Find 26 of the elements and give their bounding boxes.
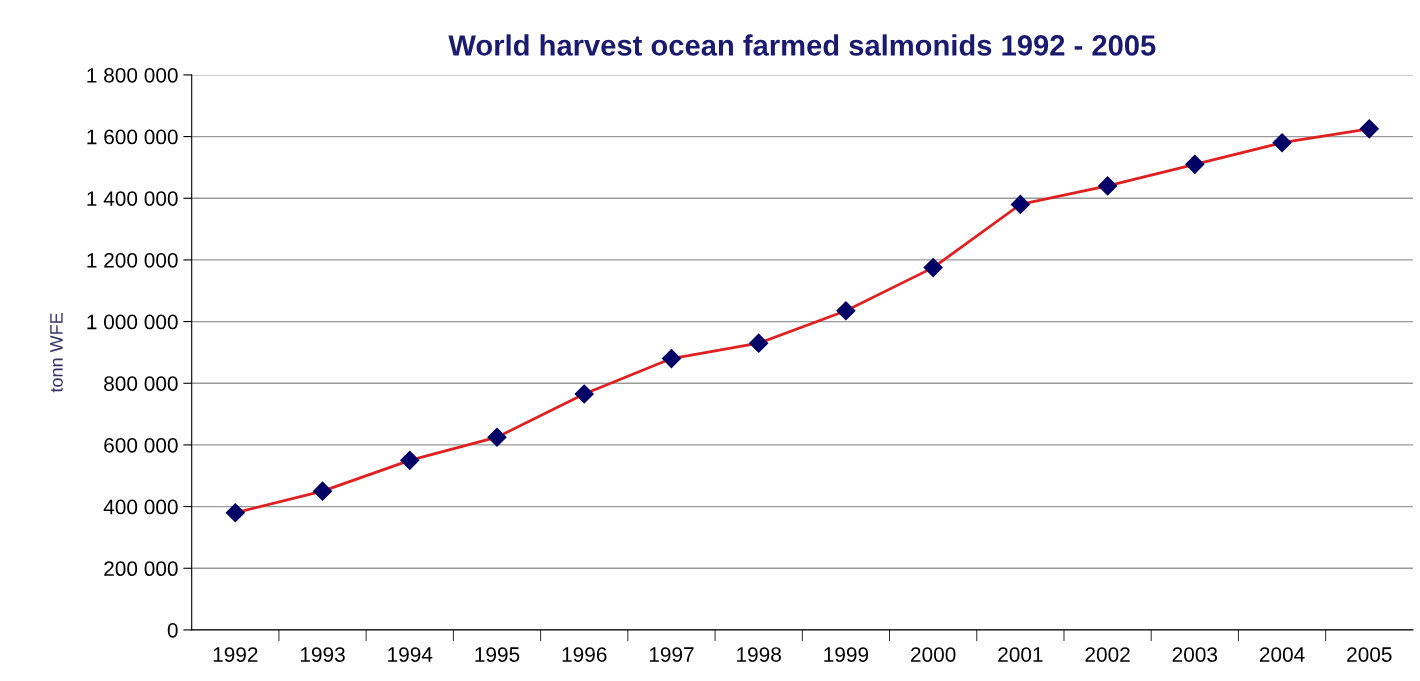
y-tick-label: 200 000 — [104, 561, 178, 577]
x-tick-label: 2004 — [1259, 647, 1305, 662]
y-tick-label: 600 000 — [104, 437, 178, 453]
x-tick-label: 1994 — [388, 647, 433, 662]
y-tick-label: 800 000 — [104, 376, 178, 392]
y-axis-title: tonn WFE — [50, 313, 63, 393]
chart-title: World harvest ocean farmed salmonids 1992 - 2005 — [448, 34, 1156, 56]
x-tick-label: 2003 — [1172, 647, 1218, 662]
y-tick-label: 0 — [167, 622, 178, 638]
x-tick-label: 2001 — [998, 647, 1043, 662]
y-tick-label: 1 800 000 — [87, 67, 178, 83]
y-tick-label: 400 000 — [103, 499, 178, 515]
y-tick-label: 1 400 000 — [87, 191, 178, 206]
y-tick-label: 1 000 000 — [87, 314, 178, 330]
x-tick-label: 2005 — [1347, 647, 1392, 662]
x-tick-label: 1998 — [737, 647, 781, 662]
x-tick-label: 2000 — [911, 647, 956, 662]
x-tick-label: 1992 — [213, 647, 258, 662]
x-tick-label: 1996 — [562, 647, 607, 662]
x-tick-label: 1993 — [300, 647, 345, 662]
x-tick-label: 1999 — [824, 647, 869, 662]
x-tick-label: 2002 — [1085, 647, 1130, 662]
y-tick-label: 1 200 000 — [87, 252, 178, 268]
y-tick-label: 1 600 000 — [87, 129, 178, 145]
x-tick-label: 1997 — [649, 647, 694, 662]
x-tick-label: 1995 — [475, 647, 520, 662]
